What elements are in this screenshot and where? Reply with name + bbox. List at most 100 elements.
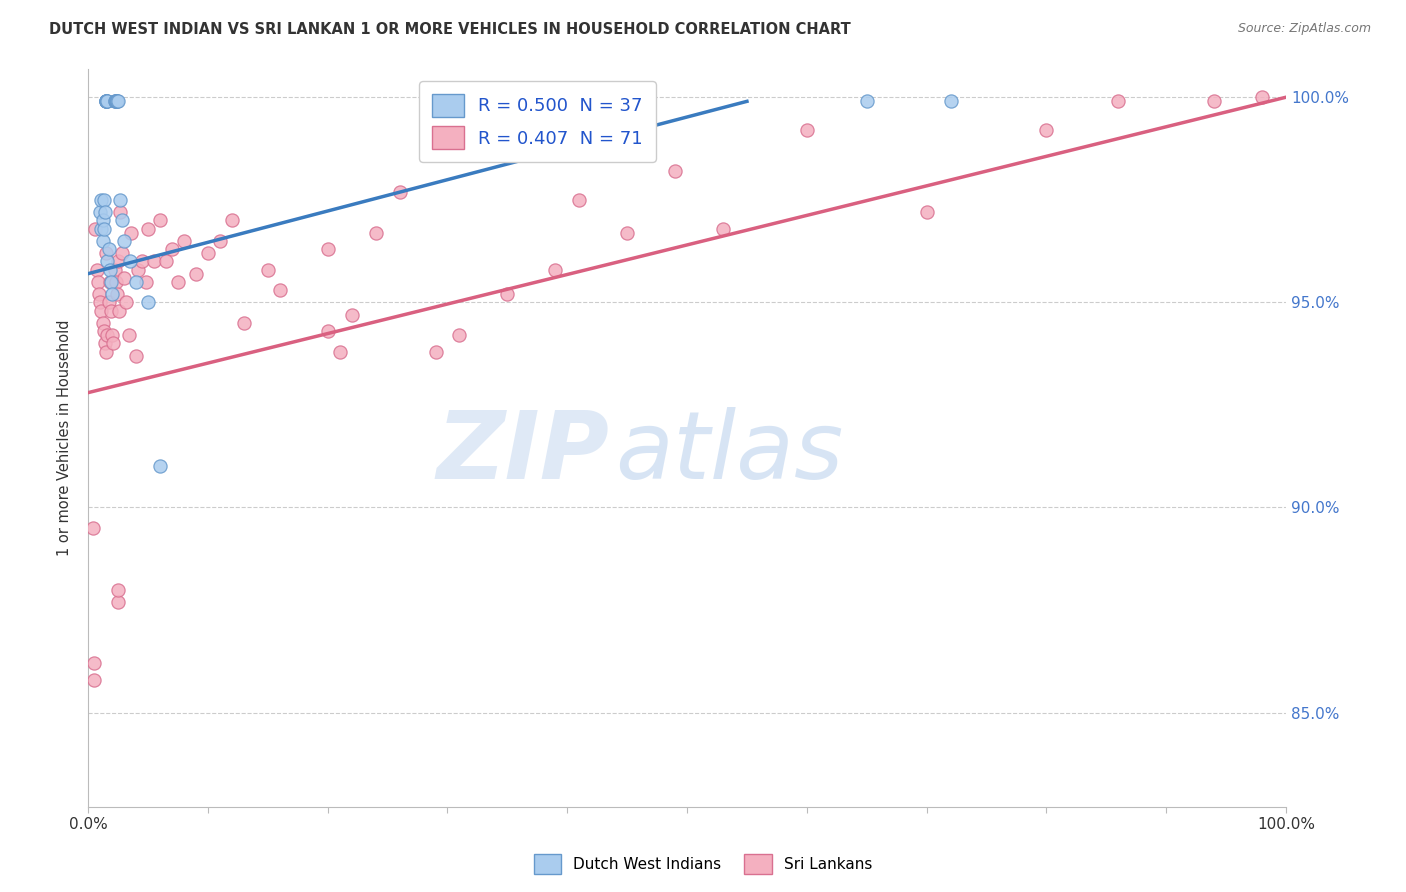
Point	[364, 226, 387, 240]
Point	[96, 254, 118, 268]
Point	[449, 328, 471, 343]
Point	[143, 254, 166, 268]
Text: DUTCH WEST INDIAN VS SRI LANKAN 1 OR MORE VEHICLES IN HOUSEHOLD CORRELATION CHAR: DUTCH WEST INDIAN VS SRI LANKAN 1 OR MOR…	[49, 22, 851, 37]
Point	[107, 254, 129, 268]
Point	[91, 316, 114, 330]
Point	[664, 164, 686, 178]
Point	[94, 344, 117, 359]
Point	[90, 193, 112, 207]
Point	[107, 95, 129, 109]
Point	[149, 459, 172, 474]
Point	[115, 295, 138, 310]
Point	[108, 303, 131, 318]
Point	[796, 123, 818, 137]
Point	[94, 246, 117, 260]
Point	[90, 221, 112, 235]
Point	[135, 275, 157, 289]
Point	[269, 283, 291, 297]
Point	[98, 275, 121, 289]
Point	[96, 95, 118, 109]
Point	[82, 521, 104, 535]
Point	[97, 295, 120, 310]
Point	[93, 324, 115, 338]
Point	[131, 254, 153, 268]
Point	[1107, 95, 1129, 109]
Point	[173, 234, 195, 248]
Point	[87, 287, 110, 301]
Point	[96, 328, 118, 343]
Point	[94, 336, 117, 351]
Point	[136, 295, 159, 310]
Point	[94, 95, 117, 109]
Point	[103, 95, 125, 109]
Point	[197, 246, 219, 260]
Point	[100, 275, 122, 289]
Text: ZIP: ZIP	[436, 407, 609, 499]
Y-axis label: 1 or more Vehicles in Household: 1 or more Vehicles in Household	[58, 319, 72, 556]
Point	[103, 262, 125, 277]
Point	[84, 221, 107, 235]
Point	[616, 226, 638, 240]
Point	[425, 344, 447, 359]
Point	[329, 344, 352, 359]
Point	[112, 270, 135, 285]
Point	[90, 303, 112, 318]
Point	[120, 254, 142, 268]
Point	[91, 234, 114, 248]
Point	[101, 287, 124, 301]
Point	[101, 328, 124, 343]
Point	[98, 262, 121, 277]
Point	[340, 308, 363, 322]
Point	[316, 324, 339, 338]
Point	[83, 673, 105, 687]
Point	[221, 213, 243, 227]
Legend: R = 0.500  N = 37, R = 0.407  N = 71: R = 0.500 N = 37, R = 0.407 N = 71	[419, 81, 655, 162]
Point	[96, 95, 118, 109]
Point	[1251, 90, 1274, 104]
Point	[711, 221, 734, 235]
Point	[86, 262, 108, 277]
Point	[104, 275, 127, 289]
Point	[149, 213, 172, 227]
Point	[120, 226, 142, 240]
Point	[94, 95, 117, 109]
Point	[93, 193, 115, 207]
Point	[94, 205, 117, 219]
Point	[232, 316, 254, 330]
Point	[388, 185, 411, 199]
Point	[89, 295, 111, 310]
Point	[97, 242, 120, 256]
Point	[107, 582, 129, 597]
Point	[568, 193, 591, 207]
Point	[112, 234, 135, 248]
Point	[127, 262, 149, 277]
Point	[94, 95, 117, 109]
Point	[91, 213, 114, 227]
Point	[544, 95, 567, 109]
Point	[110, 193, 132, 207]
Point	[155, 254, 177, 268]
Point	[111, 246, 134, 260]
Point	[125, 349, 148, 363]
Point	[915, 205, 938, 219]
Point	[94, 95, 117, 109]
Point	[104, 95, 127, 109]
Point	[105, 95, 128, 109]
Point	[160, 242, 183, 256]
Point	[184, 267, 207, 281]
Point	[118, 328, 141, 343]
Point	[103, 336, 125, 351]
Point	[167, 275, 190, 289]
Point	[103, 95, 125, 109]
Point	[581, 95, 603, 109]
Point	[1204, 95, 1226, 109]
Point	[256, 262, 278, 277]
Point	[100, 303, 122, 318]
Point	[125, 275, 148, 289]
Point	[136, 221, 159, 235]
Point	[316, 242, 339, 256]
Point	[208, 234, 231, 248]
Point	[110, 205, 132, 219]
Text: Source: ZipAtlas.com: Source: ZipAtlas.com	[1237, 22, 1371, 36]
Point	[87, 275, 110, 289]
